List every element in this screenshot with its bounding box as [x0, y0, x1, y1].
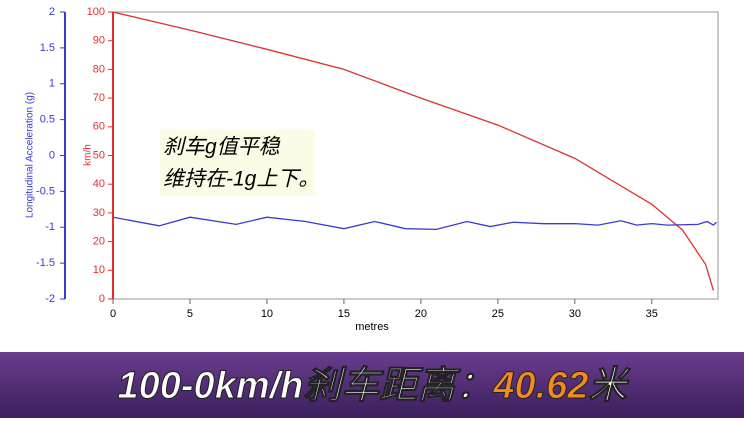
- x-tick-label: 25: [492, 308, 504, 320]
- y2-tick-label: -0.5: [36, 185, 55, 197]
- y2-axis-label: Longitudinal Acceleration (g): [25, 92, 36, 218]
- x-tick-label: 35: [646, 308, 658, 320]
- y2-tick-label: 1.5: [40, 42, 55, 54]
- y-tick-label: 0: [99, 293, 105, 305]
- y-tick-label: 70: [93, 92, 105, 104]
- y-tick-label: 30: [93, 207, 105, 219]
- y-tick-label: 60: [93, 121, 105, 133]
- x-axis-label: metres: [355, 321, 389, 333]
- y2-tick-label: 0: [49, 149, 55, 161]
- annotation: 维持在-1g上下。: [163, 168, 319, 191]
- y2-tick-label: -1.5: [36, 257, 55, 269]
- y2-tick-label: -1: [45, 221, 55, 233]
- x-tick-label: 20: [415, 308, 427, 320]
- y-tick-label: 80: [93, 63, 105, 75]
- y2-tick-label: -2: [45, 293, 55, 305]
- x-tick-label: 30: [569, 308, 581, 320]
- annotation: 刹车g值平稳: [163, 136, 281, 159]
- y2-tick-label: 0.5: [40, 114, 55, 126]
- y-tick-label: 90: [93, 35, 105, 47]
- banner-suffix: 米: [588, 365, 631, 407]
- series-line: [112, 216, 717, 231]
- x-tick-label: 0: [110, 308, 116, 320]
- x-tick-label: 10: [261, 308, 273, 320]
- x-tick-label: 15: [338, 308, 350, 320]
- y-tick-label: 50: [93, 149, 105, 161]
- banner: [0, 352, 744, 418]
- series-line: [112, 11, 715, 291]
- banner-value: 40.62: [492, 365, 588, 407]
- y2-tick-label: 2: [49, 6, 55, 18]
- x-tick-label: 5: [187, 308, 193, 320]
- y-axis-label: km/h: [83, 144, 94, 166]
- banner-text: 100-0km/h刹车距离：40.62米: [118, 365, 632, 407]
- annotation-box: [160, 130, 315, 196]
- banner-prefix: 100-0km/h刹车距离：: [118, 365, 494, 407]
- y2-tick-label: 1: [49, 78, 55, 90]
- y-tick-label: 10: [93, 264, 105, 276]
- y-tick-label: 20: [93, 236, 105, 248]
- y-tick-label: 40: [93, 178, 105, 190]
- y-tick-label: 100: [87, 6, 105, 18]
